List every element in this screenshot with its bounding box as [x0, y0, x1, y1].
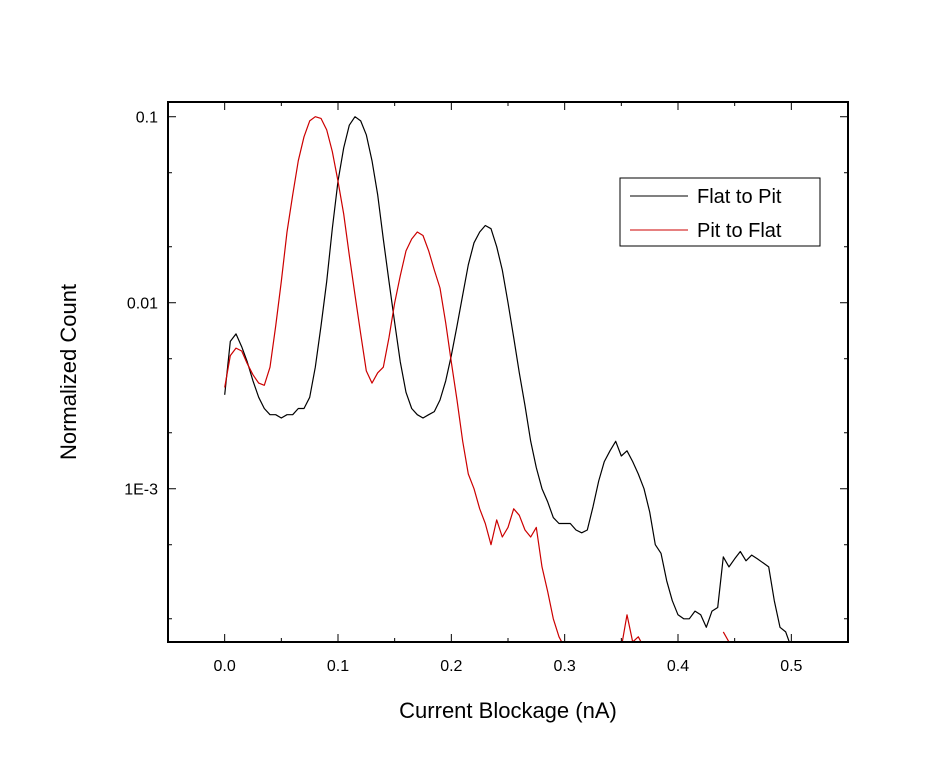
x-axis-title: Current Blockage (nA) [399, 698, 617, 723]
y-tick-label: 0.01 [127, 296, 158, 313]
x-tick-label: 0.5 [780, 658, 802, 675]
x-tick-label: 0.1 [327, 658, 349, 675]
legend-label-pit-to-flat: Pit to Flat [697, 220, 782, 242]
x-tick-label: 0.3 [554, 658, 576, 675]
y-axis-title: Normalized Count [56, 284, 81, 460]
x-tick-label: 0.0 [214, 658, 236, 675]
series-line-pit-to-flat [224, 116, 730, 642]
y-tick-label: 1E-3 [124, 482, 158, 499]
x-tick-label: 0.4 [667, 658, 689, 675]
y-tick-label: 0.1 [136, 110, 158, 127]
series-layer [224, 116, 790, 642]
legend-box [619, 177, 821, 247]
x-tick-label: 0.2 [440, 658, 462, 675]
ticks-layer: 0.0 0.1 0.2 0.3 0.4 0.5 1E-3 0.01 0.1 [124, 102, 849, 675]
series-line-flat-to-pit [224, 116, 790, 642]
legend-label-flat-to-pit: Flat to Pit [697, 186, 782, 208]
legend: Flat to Pit Pit to Flat [619, 177, 821, 247]
